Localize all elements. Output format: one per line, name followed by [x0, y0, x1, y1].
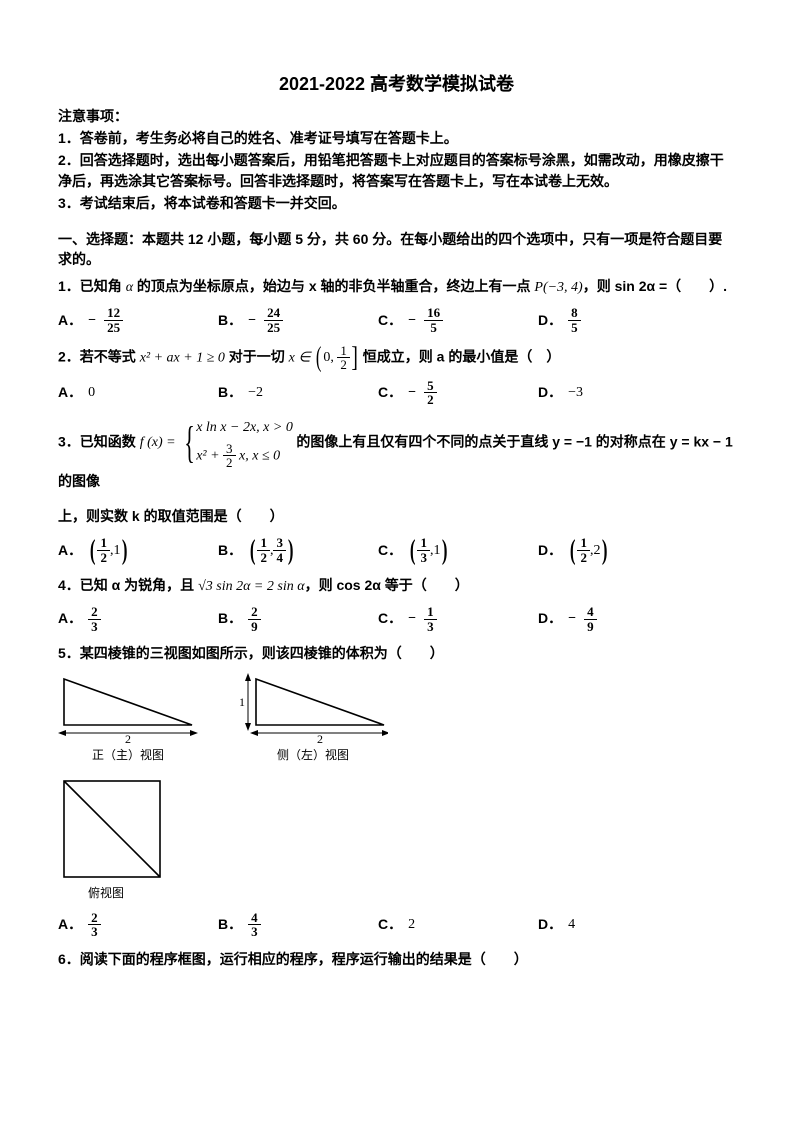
- notice-heading: 注意事项：: [58, 106, 735, 126]
- svg-text:1: 1: [239, 695, 245, 709]
- q1-stem-pre: 1．已知角: [58, 278, 126, 294]
- q4-opt-b: B．29: [218, 602, 378, 636]
- q2-opt-c: C．−52: [378, 376, 538, 410]
- q2-mid1: 对于一切: [225, 348, 289, 364]
- q3-options: A． (12,1) B． (12,34) C． (13,1) D． (12,2): [58, 534, 735, 568]
- q1-stem-post: ，则 sin 2α =（ ）.: [583, 278, 727, 294]
- q5-side-view-label: 侧（左）视图: [238, 745, 388, 765]
- q4-stem-pre: 4．已知 α 为锐角，且: [58, 577, 198, 593]
- q4-opt-c: C．−13: [378, 602, 538, 636]
- q4-options: A．23 B．29 C．−13 D．−49: [58, 602, 735, 636]
- q3-stem-pre: 3．已知函数: [58, 433, 140, 449]
- q2-stem-pre: 2．若不等式: [58, 348, 140, 364]
- q6-stem: 6．阅读下面的程序框图，运行相应的程序，程序运行输出的结果是（ ）: [58, 951, 528, 967]
- q1-options: A．−1225 B．−2425 C．−165 D．85: [58, 304, 735, 338]
- q4-stem-post: ，则 cos 2α 等于（ ）: [305, 577, 469, 593]
- question-4: 4．已知 α 为锐角，且 √3 sin 2α = 2 sin α，则 cos 2…: [58, 574, 735, 637]
- svg-text:2: 2: [125, 732, 131, 745]
- question-6: 6．阅读下面的程序框图，运行相应的程序，程序运行输出的结果是（ ）: [58, 948, 735, 973]
- exam-page: 2021-2022 高考数学模拟试卷 注意事项： 1．答卷前，考生务必将自己的姓…: [0, 0, 793, 1013]
- q4-opt-d: D．−49: [538, 602, 698, 636]
- q5-opt-a: A．23: [58, 908, 218, 942]
- question-5: 5．某四棱锥的三视图如图所示，则该四棱锥的体积为（ ） 2 正（主）视图: [58, 642, 735, 942]
- q2-opt-b: B．−2: [218, 376, 378, 410]
- q5-top-view-label: 俯视图: [58, 883, 735, 903]
- page-title: 2021-2022 高考数学模拟试卷: [58, 70, 735, 96]
- q4-eq: √3 sin 2α = 2 sin α: [198, 579, 305, 594]
- q2-opt-d: D．−3: [538, 376, 698, 410]
- q1-opt-d: D．85: [538, 304, 698, 338]
- q1-opt-c: C．−165: [378, 304, 538, 338]
- notice-2: 2．回答选择题时，选出每小题答案后，用铅笔把答题卡上对应题目的答案标号涂黑，如需…: [58, 150, 735, 193]
- question-2: 2．若不等式 x² + ax + 1 ≥ 0 对于一切 x ∈ ( 0, 12 …: [58, 344, 735, 410]
- q2-interval: ( 0, 12 ]: [314, 344, 359, 372]
- q5-top-view: 俯视图: [58, 775, 735, 903]
- q5-front-view: 2 正（主）视图: [58, 673, 198, 765]
- q1-opt-a: A．−1225: [58, 304, 218, 338]
- q5-front-view-label: 正（主）视图: [58, 745, 198, 765]
- svg-text:2: 2: [317, 732, 323, 745]
- q2-options: A．0 B．−2 C．−52 D．−3: [58, 376, 735, 410]
- q5-opt-c: C．2: [378, 908, 538, 942]
- top-view-svg: [58, 775, 166, 883]
- question-1: 1．已知角 α 的顶点为坐标原点，始边与 x 轴的非负半轴重合，终边上有一点 P…: [58, 275, 735, 338]
- q3-pw-row2: x² + 32 x, x ≤ 0: [196, 442, 293, 470]
- q4-opt-a: A．23: [58, 602, 218, 636]
- q3-opt-c: C． (13,1): [378, 534, 538, 568]
- q2-xin: x ∈: [289, 350, 311, 365]
- q5-views-row-1: 2 正（主）视图 1 2 侧（左）视图: [58, 673, 735, 765]
- side-view-svg: 1 2: [238, 673, 388, 745]
- q1-alpha: α: [126, 280, 133, 295]
- q2-ineq: x² + ax + 1 ≥ 0: [140, 350, 225, 365]
- section-1-heading: 一、选择题：本题共 12 小题，每小题 5 分，共 60 分。在每小题给出的四个…: [58, 229, 735, 269]
- q5-stem: 5．某四棱锥的三视图如图所示，则该四棱锥的体积为（ ）: [58, 645, 444, 661]
- q1-stem-mid: 的顶点为坐标原点，始边与 x 轴的非负半轴重合，终边上有一点: [133, 278, 534, 294]
- q5-opt-b: B．43: [218, 908, 378, 942]
- q5-options: A．23 B．43 C．2 D．4: [58, 908, 735, 942]
- q3-stem-line2: 上，则实数 k 的取值范围是（ ）: [58, 508, 284, 524]
- q5-side-view: 1 2 侧（左）视图: [238, 673, 388, 765]
- front-view-svg: 2: [58, 673, 198, 745]
- q3-opt-d: D． (12,2): [538, 534, 698, 568]
- q3-pw-row1: x ln x − 2x, x > 0: [196, 416, 293, 440]
- q3-fx: f (x) =: [140, 435, 176, 450]
- q2-opt-a: A．0: [58, 376, 218, 410]
- notice-3: 3．考试结束后，将本试卷和答题卡一并交回。: [58, 193, 735, 215]
- q2-mid2: 恒成立，则 a 的最小值是（ ）: [363, 348, 561, 364]
- notice-1: 1．答卷前，考生务必将自己的姓名、准考证号填写在答题卡上。: [58, 128, 735, 150]
- q1-point: P(−3, 4): [534, 280, 582, 295]
- q5-opt-d: D．4: [538, 908, 698, 942]
- question-3: 3．已知函数 f (x) = { x ln x − 2x, x > 0 x² +…: [58, 416, 735, 568]
- q1-opt-b: B．−2425: [218, 304, 378, 338]
- q3-opt-a: A． (12,1): [58, 534, 218, 568]
- q3-opt-b: B． (12,34): [218, 534, 378, 568]
- q3-piecewise: { x ln x − 2x, x > 0 x² + 32 x, x ≤ 0: [179, 416, 293, 470]
